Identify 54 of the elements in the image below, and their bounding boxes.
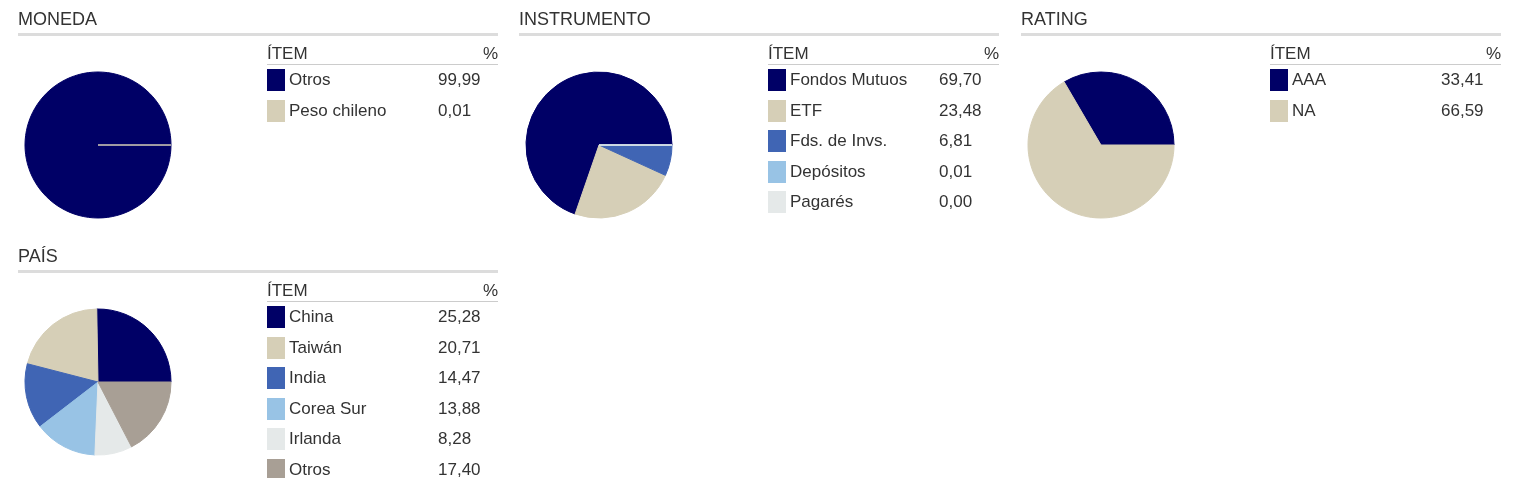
- chart-title: PAÍS: [18, 245, 498, 273]
- pie-slice: [97, 381, 172, 448]
- text: %: [983, 44, 999, 64]
- data-label: 20,71: [438, 337, 482, 358]
- pie-slice: [1063, 71, 1175, 146]
- data-label: 66,59: [1441, 100, 1485, 121]
- legend-label: Corea Sur: [289, 398, 368, 419]
- legend-label: Depósitos: [790, 161, 867, 182]
- chart-title: MONEDA: [18, 8, 498, 36]
- data-label: 33,41: [1441, 70, 1485, 91]
- data-label: 14,47: [438, 368, 482, 389]
- pie-slice: [24, 363, 99, 428]
- data-label: 0,01: [438, 100, 473, 121]
- text: %: [482, 281, 498, 301]
- data-label: 23,48: [939, 100, 983, 121]
- legend-label: Otros: [289, 459, 332, 478]
- legend-title: ÍTEM: [267, 281, 308, 301]
- legend-title: ÍTEM: [267, 44, 308, 64]
- data-label: 17,40: [438, 459, 482, 478]
- pie-slice: [24, 71, 172, 219]
- pie-slice: [26, 308, 99, 383]
- legend-title: ÍTEM: [768, 44, 809, 64]
- pie-slice: [94, 381, 133, 456]
- data-label: 6,81: [939, 131, 974, 152]
- pie-slice: [574, 144, 666, 219]
- pie-slice: [96, 308, 172, 383]
- data-label: 8,28: [438, 429, 473, 450]
- data-label: 13,88: [438, 398, 482, 419]
- legend-label: Pagarés: [790, 192, 855, 213]
- legend-label: China: [289, 307, 335, 328]
- legend-label: Fondos Mutuos: [790, 70, 909, 91]
- pie-slice: [1027, 81, 1175, 219]
- legend-label: NA: [1292, 100, 1317, 121]
- legend-label: Irlanda: [289, 429, 342, 450]
- pie-slice: [39, 381, 99, 456]
- pie-slice: [525, 71, 673, 215]
- text: %: [482, 44, 498, 64]
- legend-label: Fds. de Invs.: [790, 131, 889, 152]
- legend-label: AAA: [1292, 70, 1328, 91]
- data-label: 0,01: [939, 161, 974, 182]
- chart-title: RATING: [1021, 8, 1501, 36]
- legend-label: ETF: [790, 100, 824, 121]
- text: %: [1485, 44, 1501, 64]
- data-label: 69,70: [939, 70, 983, 91]
- legend-label: India: [289, 368, 327, 389]
- legend-title: ÍTEM: [1270, 44, 1311, 64]
- text: 0,00: [939, 192, 973, 212]
- pie-slice: [598, 144, 673, 176]
- legend-label: Peso chileno: [289, 100, 388, 121]
- data-label: 99,99: [438, 70, 482, 91]
- legend-label: Taiwán: [289, 337, 343, 358]
- data-label: 25,28: [438, 307, 482, 328]
- legend-label: Otros: [289, 70, 332, 91]
- chart-title: INSTRUMENTO: [519, 8, 999, 36]
